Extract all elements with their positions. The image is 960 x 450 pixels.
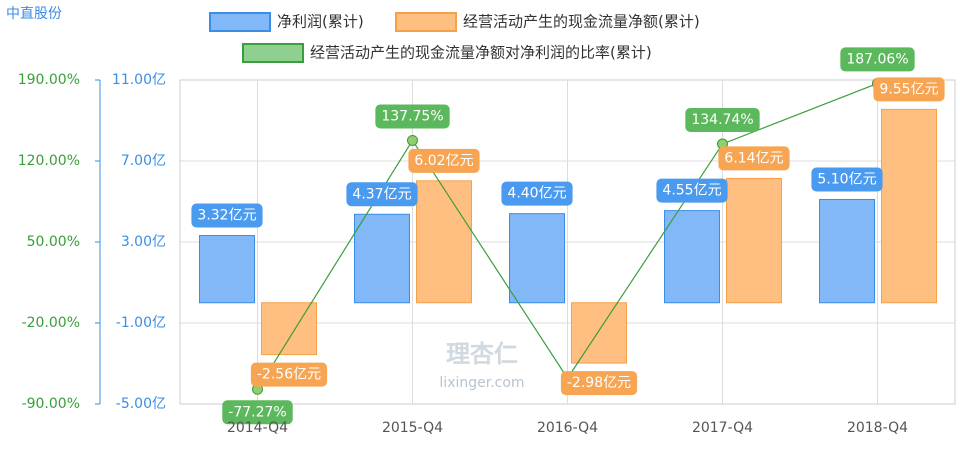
- data-label: -2.98亿元: [567, 375, 631, 391]
- bars: [199, 108, 937, 364]
- data-label: 4.40亿元: [507, 186, 566, 202]
- bar: [416, 180, 472, 304]
- bar: [881, 108, 937, 304]
- data-label: -2.56亿元: [257, 367, 321, 383]
- data-label-box: [222, 400, 293, 425]
- bar: [509, 213, 565, 304]
- x-tick-label: 2018-Q4: [847, 420, 908, 436]
- bar: [819, 198, 875, 304]
- legend-swatch: [242, 43, 304, 63]
- data-label-box: [408, 148, 480, 173]
- data-label-box: [250, 362, 328, 387]
- data-label-box: [685, 107, 760, 132]
- data-label-box: [873, 77, 945, 102]
- data-label-box: [191, 203, 263, 228]
- legend-label: 经营活动产生的现金流量净额对净利润的比率(累计): [310, 44, 652, 62]
- y-tick-label: 3.00亿: [121, 234, 166, 250]
- y2-tick-label: 120.00%: [18, 153, 80, 169]
- y2-tick-label: -90.00%: [22, 396, 80, 412]
- data-label: 4.37亿元: [352, 186, 411, 202]
- y2-tick-label: 50.00%: [27, 234, 80, 250]
- data-label-box: [718, 146, 790, 171]
- point: [407, 134, 418, 146]
- legend-swatch: [209, 12, 271, 32]
- bar: [664, 210, 720, 304]
- bar: [354, 213, 410, 304]
- data-label: 4.55亿元: [662, 183, 721, 199]
- bar: [571, 302, 627, 364]
- data-label: -77.27%: [228, 404, 286, 420]
- data-label: 137.75%: [381, 108, 443, 124]
- watermark: lixinger.com: [439, 375, 524, 391]
- data-label-box: [811, 167, 883, 192]
- x-tick-label: 2016-Q4: [537, 420, 598, 436]
- data-label: 6.14亿元: [724, 150, 783, 166]
- data-label-box: [560, 371, 638, 396]
- chart-title: 中直股份: [6, 5, 62, 22]
- data-label-box: [501, 181, 573, 206]
- y-tick-label: -5.00亿: [116, 396, 166, 412]
- x-tick-label: 2015-Q4: [382, 420, 443, 436]
- labels: 3.32亿元 4.37亿元 4.40亿元 4.55亿元 5.10亿元 -2.56亿元 6.0…: [191, 47, 945, 425]
- data-label-box: [840, 47, 915, 72]
- data-label: 3.32亿元: [197, 208, 256, 224]
- bar: [199, 235, 255, 304]
- y-tick-label: -1.00亿: [116, 315, 166, 331]
- bar: [261, 302, 317, 356]
- data-label-box: [375, 104, 450, 129]
- data-label-box: [346, 182, 418, 207]
- y2-tick-label: 190.00%: [18, 72, 80, 88]
- data-label-box: [656, 178, 728, 203]
- y2-tick-label: -20.00%: [22, 315, 80, 331]
- x-tick-label: 2014-Q4: [227, 420, 288, 436]
- data-label: 187.06%: [846, 51, 908, 67]
- bar: [726, 177, 782, 304]
- watermark: 理杏仁: [446, 340, 518, 368]
- data-label: 5.10亿元: [817, 171, 876, 187]
- data-label: 9.55亿元: [879, 81, 938, 97]
- y-tick-label: 11.00亿: [112, 72, 166, 88]
- legend-label: 经营活动产生的现金流量净额(累计): [463, 13, 700, 31]
- legend-swatch: [395, 12, 457, 32]
- data-label: 134.74%: [691, 112, 753, 128]
- y-tick-label: 7.00亿: [121, 153, 166, 169]
- legend-label: 净利润(累计): [277, 13, 364, 31]
- x-tick-label: 2017-Q4: [692, 420, 753, 436]
- data-label: 6.02亿元: [414, 153, 473, 169]
- grid: [95, 79, 956, 405]
